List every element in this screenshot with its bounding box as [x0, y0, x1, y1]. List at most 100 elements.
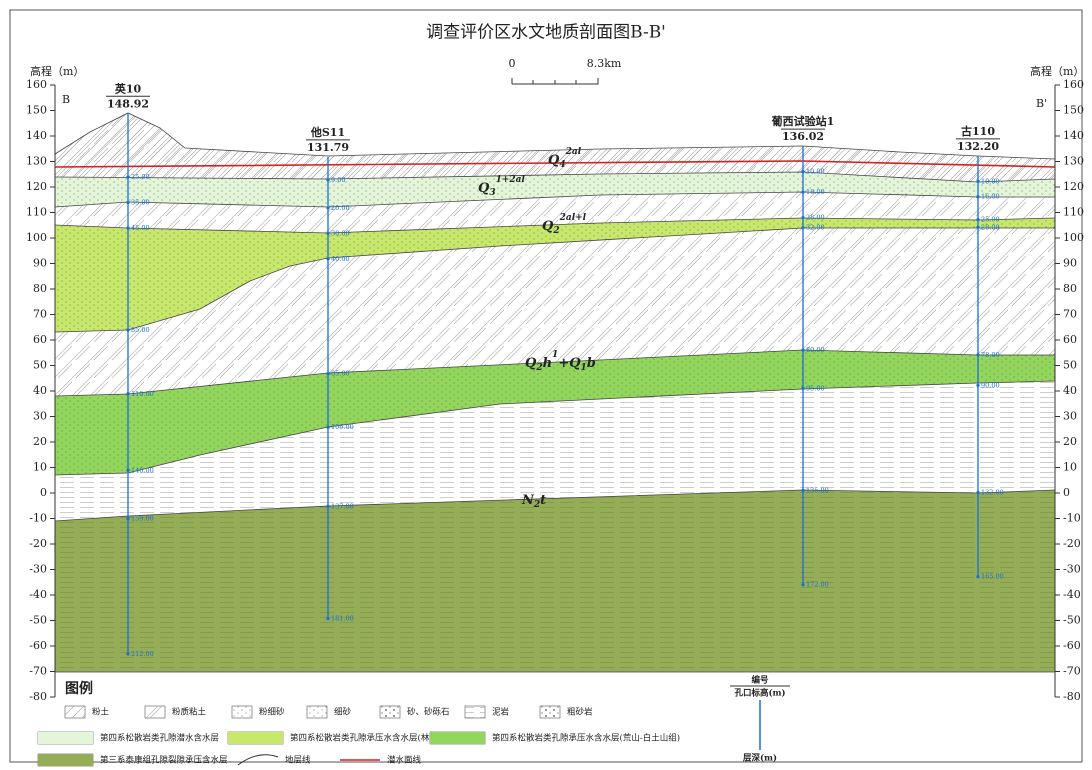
depth-marker — [326, 504, 330, 508]
scale-bar: 0 8.3km — [509, 57, 622, 85]
legend-label: 第四系松散岩类孔隙承压水含水层(荒山-白土山组) — [492, 733, 680, 744]
layer-label-part: 1 — [581, 363, 587, 373]
frame — [9, 9, 1083, 763]
axis-label-right: 高程（m） — [1030, 64, 1084, 78]
legend-label: 粉土 — [92, 707, 110, 718]
borehole-elevation: 136.02 — [782, 130, 824, 143]
depth-label: 172.00 — [806, 581, 829, 589]
tick-label: 30 — [1063, 410, 1077, 423]
legend-label: 泥岩 — [492, 707, 510, 718]
depth-label: 30.00 — [331, 229, 350, 237]
layer-label-part: 2 — [533, 500, 540, 510]
layer-label: Q2h1+Q1b — [525, 350, 596, 373]
tick-label: -50 — [1063, 614, 1081, 627]
depth-label: 80.00 — [806, 346, 825, 354]
layer — [55, 172, 1055, 207]
legend-swatch — [145, 706, 165, 718]
layer-label-part: Q — [548, 153, 560, 168]
layer-label: N2t — [521, 493, 546, 510]
tick-label: 90 — [1063, 257, 1077, 270]
depth-label: 95.00 — [806, 384, 825, 392]
depth-label: 135.00 — [806, 486, 829, 494]
depth-label: 28.00 — [981, 223, 1000, 231]
boundary-line — [54, 380, 1056, 476]
tick-label: -60 — [29, 639, 47, 652]
depth-label: 45.00 — [131, 224, 150, 232]
depth-label: 106.00 — [331, 423, 354, 431]
tick-label: 150 — [1063, 104, 1084, 117]
depth-label: 16.00 — [981, 193, 1000, 201]
layer — [55, 218, 1055, 332]
layer-label-part: t — [540, 493, 546, 508]
depth-marker — [126, 392, 130, 396]
depth-label: 165.00 — [981, 573, 1004, 581]
tick-label: -80 — [29, 690, 47, 703]
tick-label: -70 — [1063, 665, 1081, 678]
tick-label: 120 — [1063, 180, 1084, 193]
legend-label: 细砂 — [334, 707, 352, 718]
legend-label: 潜水面线 — [387, 755, 422, 766]
depth-label: 10.00 — [981, 177, 1000, 185]
depth-marker — [801, 348, 805, 352]
depth-label: 20.00 — [331, 204, 350, 212]
depth-marker — [126, 652, 130, 656]
layer-label-part: 2 — [535, 363, 542, 373]
tick-label: 20 — [1063, 435, 1077, 448]
legend-swatch — [430, 732, 485, 744]
depth-label: 85.00 — [131, 326, 150, 334]
layer-label-part: 2al — [565, 147, 582, 157]
boundary-line — [54, 112, 1056, 160]
depth-marker — [801, 583, 805, 587]
depth-marker — [976, 218, 980, 222]
section-end-left: B — [62, 93, 70, 106]
depth-label: 40.00 — [331, 255, 350, 263]
boundary-line — [54, 171, 1056, 183]
tick-label: 0 — [40, 486, 47, 499]
depth-label: 137.00 — [331, 502, 354, 510]
borehole-name: 古110 — [961, 124, 995, 138]
borehole-elevation: 132.20 — [957, 140, 999, 153]
tick-label: 160 — [1063, 78, 1084, 91]
legend-label: 粗砂岩 — [567, 707, 593, 718]
layer-label-part: Q — [542, 219, 554, 234]
depth-marker — [326, 178, 330, 182]
layer — [55, 381, 1055, 521]
legend-swatch — [307, 706, 327, 718]
legend-label: 第四系松散岩类孔隙承压水含水层(林甸组) — [290, 733, 450, 744]
depth-marker — [126, 226, 130, 230]
section-end-right: B' — [1036, 97, 1047, 110]
depth-marker — [976, 179, 980, 183]
legend-label: 地层线 — [285, 755, 311, 766]
layer-label: Q42al — [548, 147, 582, 170]
layer — [55, 490, 1055, 672]
legend-swatch — [38, 754, 93, 766]
borehole-elevation: 131.79 — [307, 141, 349, 154]
legend-swatch — [380, 706, 400, 718]
legend-label: 第四系松散岩类孔隙潜水含水层 — [100, 733, 219, 744]
depth-marker — [126, 200, 130, 205]
key-id: 编号 — [751, 675, 769, 686]
tick-label: 140 — [1063, 129, 1084, 142]
tick-label: -30 — [29, 563, 47, 576]
borehole-elevation: 148.92 — [107, 97, 149, 110]
key-elevation: 孔口标高(m) — [734, 688, 785, 699]
tick-label: 130 — [26, 155, 47, 168]
legend-label: 第三系泰康组孔隙裂隙承压含水层 — [100, 755, 228, 766]
depth-label: 78.00 — [981, 351, 1000, 359]
layer — [55, 113, 1055, 182]
depth-marker — [801, 488, 805, 492]
tick-label: 80 — [1063, 282, 1077, 295]
borehole-name: 他S11 — [310, 125, 345, 139]
legend-swatch — [65, 706, 85, 718]
tick-label: 30 — [33, 410, 47, 423]
tick-label: 60 — [1063, 333, 1077, 346]
layer-label-part: h — [543, 356, 552, 371]
layer-label-part: 4 — [559, 160, 565, 170]
tick-label: 100 — [26, 231, 47, 244]
axis-label-left: 高程（m） — [30, 64, 84, 78]
depth-marker — [326, 372, 330, 376]
depth-label: 9.00 — [331, 176, 345, 184]
depth-marker — [801, 190, 805, 194]
tick-label: 90 — [33, 257, 47, 270]
